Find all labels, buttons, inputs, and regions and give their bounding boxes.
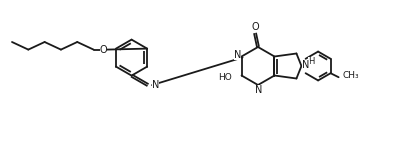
Text: N: N <box>234 50 241 59</box>
Text: N: N <box>152 80 160 90</box>
Text: O: O <box>251 22 259 32</box>
Text: N: N <box>255 85 263 95</box>
Text: H: H <box>309 57 315 65</box>
Text: HO: HO <box>218 73 232 82</box>
Text: O: O <box>100 45 107 55</box>
Text: CH₃: CH₃ <box>343 71 359 80</box>
Text: N: N <box>303 60 310 70</box>
